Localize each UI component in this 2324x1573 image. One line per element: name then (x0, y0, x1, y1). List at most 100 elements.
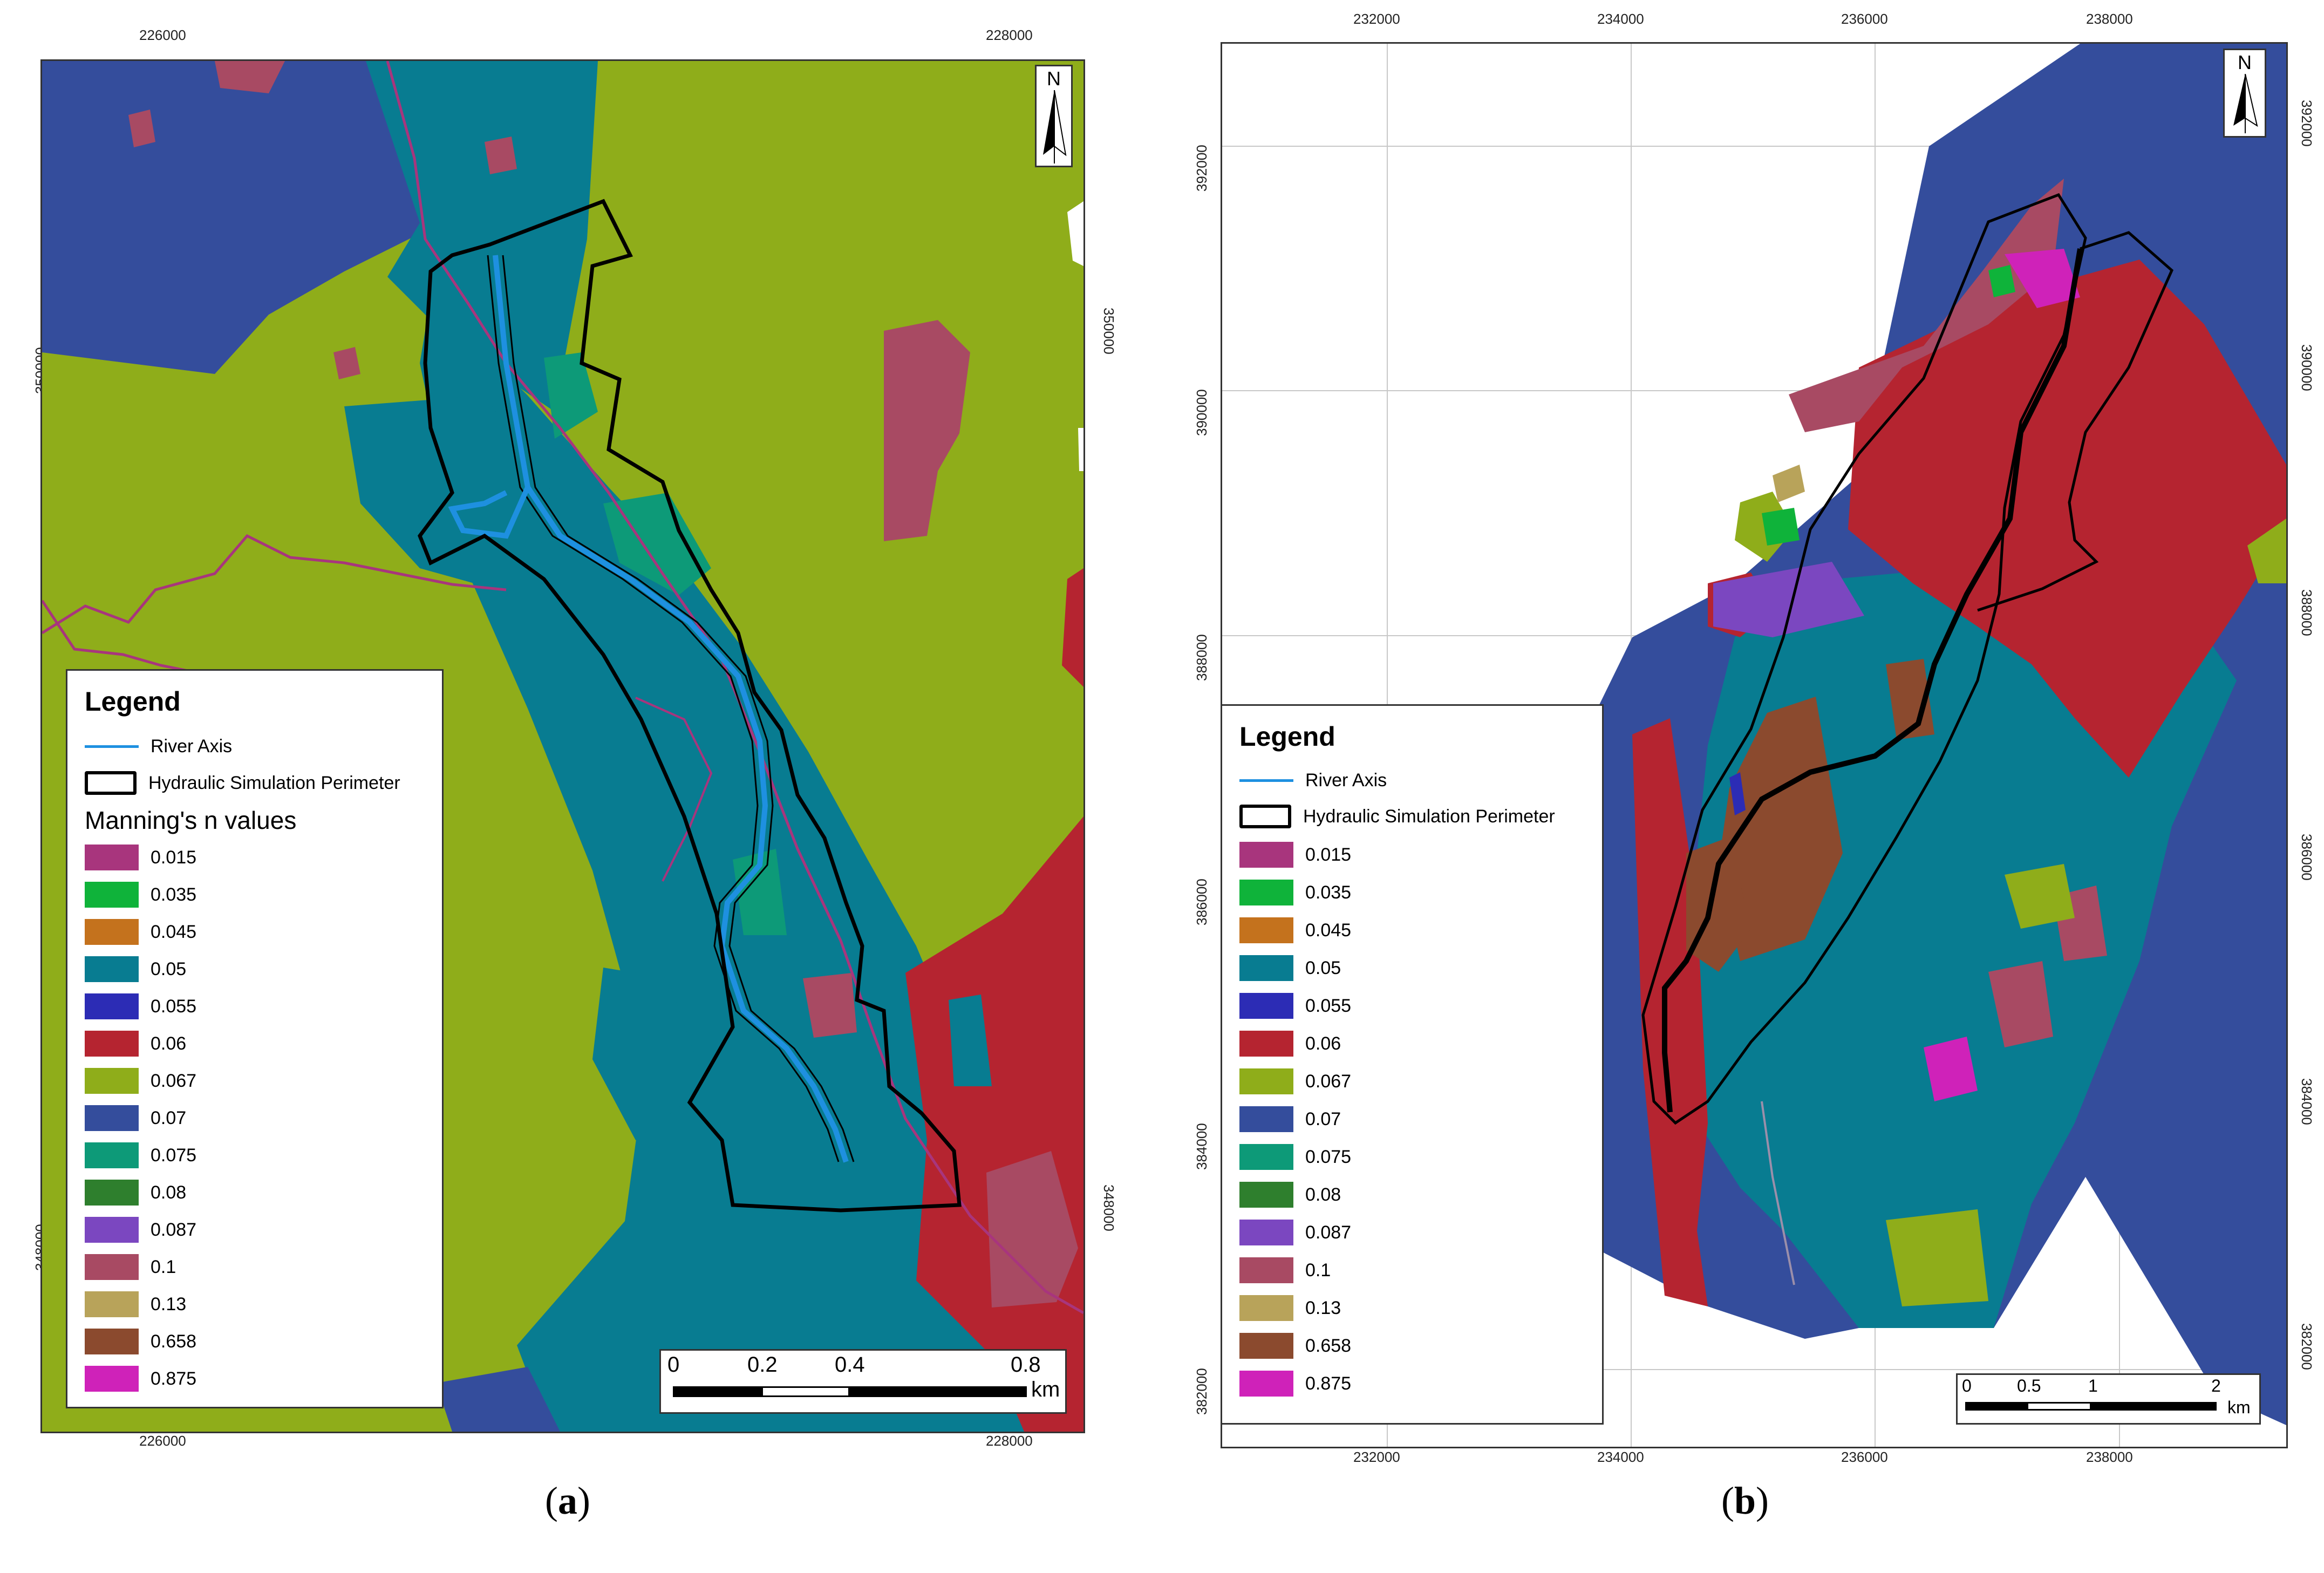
legend-class: 0.035 (1239, 880, 1351, 905)
map-frame-b (1221, 42, 2288, 1448)
legend-class: 0.067 (1239, 1068, 1351, 1094)
scale-bar: 0 0.5 1 2 km (1956, 1373, 2261, 1425)
y-tick-left: 382000 (1194, 1368, 1210, 1415)
y-tick-left: 392000 (1194, 145, 1210, 192)
caption-a: (a) (545, 1479, 590, 1522)
x-tick-top: 236000 (1841, 11, 1888, 27)
north-label: N (2238, 51, 2252, 73)
north-arrow-icon (2233, 74, 2258, 133)
legend-class: 0.05 (85, 956, 186, 982)
river-axis-line-icon (1239, 779, 1293, 782)
scale-unit: km (2227, 1398, 2251, 1417)
legend-class: 0.015 (85, 845, 196, 870)
legend-class: 0.06 (1239, 1031, 1341, 1057)
legend-class: 0.075 (1239, 1144, 1351, 1170)
legend-class: 0.658 (1239, 1333, 1351, 1359)
scale-segment (849, 1386, 1027, 1397)
scale-bar: 0 0.2 0.4 0.8 km (659, 1349, 1067, 1414)
scale-label: 0.8 (1011, 1353, 1041, 1377)
scale-unit: km (1031, 1378, 1060, 1401)
legend-class: 0.07 (85, 1105, 186, 1131)
legend-class: 0.1 (1239, 1257, 1331, 1283)
legend-class: 0.055 (85, 993, 196, 1019)
legend-panel: Legend River Axis Hydraulic Simulation P… (66, 669, 444, 1408)
legend-perimeter: Hydraulic Simulation Perimeter (85, 770, 400, 796)
x-tick-bottom: 238000 (2086, 1449, 2133, 1465)
legend-class: 0.067 (85, 1068, 196, 1094)
x-tick-bottom: 226000 (139, 1433, 186, 1449)
legend-perimeter-label: Hydraulic Simulation Perimeter (148, 772, 400, 793)
x-tick-bottom: 228000 (986, 1433, 1033, 1449)
legend-panel: Legend River Axis Hydraulic Simulation P… (1221, 704, 1604, 1425)
scale-label: 1 (2088, 1376, 2098, 1395)
x-tick-top: 226000 (139, 27, 186, 43)
x-tick-top: 238000 (2086, 11, 2133, 27)
river-axis-line-icon (85, 745, 139, 748)
legend-class: 0.06 (85, 1031, 186, 1057)
north-label: N (1047, 67, 1061, 90)
y-tick-right: 348000 (1101, 1184, 1117, 1231)
x-tick-bottom: 232000 (1353, 1449, 1400, 1465)
legend-title: Legend (85, 686, 181, 717)
scale-label: 0 (667, 1353, 680, 1377)
north-arrow: N (1035, 65, 1073, 167)
scale-label: 2 (2211, 1376, 2221, 1395)
legend-class: 0.875 (85, 1366, 196, 1392)
scale-label: 0.5 (2017, 1376, 2041, 1395)
legend-class: 0.08 (1239, 1182, 1341, 1208)
y-tick-right: 384000 (2299, 1078, 2315, 1125)
legend-river-axis: River Axis (85, 733, 232, 760)
caption-b: (b) (1721, 1479, 1769, 1522)
scale-segment (2090, 1402, 2217, 1411)
perimeter-box-icon (85, 771, 137, 795)
y-tick-right: 386000 (2299, 834, 2315, 881)
scale-label: 0.2 (747, 1353, 778, 1377)
y-tick-right: 382000 (2299, 1323, 2315, 1370)
legend-title: Legend (1239, 721, 1335, 752)
x-tick-top: 232000 (1353, 11, 1400, 27)
scale-segment (1965, 1402, 2028, 1411)
legend-class: 0.07 (1239, 1106, 1341, 1132)
legend-class: 0.055 (1239, 993, 1351, 1019)
legend-class: 0.035 (85, 882, 196, 908)
x-tick-bottom: 236000 (1841, 1449, 1888, 1465)
legend-class: 0.087 (85, 1217, 196, 1243)
map-b-raster (1222, 44, 2286, 1447)
legend-class: 0.045 (1239, 917, 1351, 943)
scale-segment (673, 1386, 762, 1397)
legend-perimeter-label: Hydraulic Simulation Perimeter (1303, 806, 1555, 827)
legend-class: 0.015 (1239, 842, 1351, 868)
legend-class: 0.13 (1239, 1295, 1341, 1321)
y-tick-left: 384000 (1194, 1123, 1210, 1170)
scale-segment (761, 1386, 850, 1397)
scale-label: 0.4 (835, 1353, 865, 1377)
legend-class: 0.087 (1239, 1220, 1351, 1245)
legend-river-axis-label: River Axis (1305, 770, 1387, 791)
legend-class: 0.05 (1239, 955, 1341, 981)
x-tick-top: 228000 (986, 27, 1033, 43)
y-tick-right: 388000 (2299, 589, 2315, 636)
legend-class: 0.075 (85, 1142, 196, 1168)
legend-class: 0.875 (1239, 1371, 1351, 1397)
legend-class: 0.08 (85, 1180, 186, 1206)
legend-perimeter: Hydraulic Simulation Perimeter (1239, 803, 1555, 830)
x-tick-bottom: 234000 (1597, 1449, 1644, 1465)
legend-class: 0.13 (85, 1291, 186, 1317)
y-tick-left: 390000 (1194, 389, 1210, 436)
y-tick-left: 388000 (1194, 634, 1210, 681)
north-arrow: N (2223, 49, 2266, 138)
legend-river-axis-label: River Axis (151, 736, 233, 757)
scale-label: 0 (1962, 1376, 1972, 1395)
legend-mannings-title: Manning's n values (85, 806, 297, 834)
legend-river-axis: River Axis (1239, 767, 1387, 794)
y-tick-right: 390000 (2299, 344, 2315, 391)
north-arrow-icon (1043, 90, 1067, 164)
y-tick-right: 350000 (1101, 308, 1117, 355)
y-tick-left: 386000 (1194, 879, 1210, 925)
y-tick-right: 392000 (2299, 100, 2315, 147)
legend-class: 0.658 (85, 1329, 196, 1354)
legend-class: 0.1 (85, 1254, 176, 1280)
x-tick-top: 234000 (1597, 11, 1644, 27)
legend-class: 0.045 (85, 919, 196, 945)
perimeter-box-icon (1239, 805, 1291, 828)
